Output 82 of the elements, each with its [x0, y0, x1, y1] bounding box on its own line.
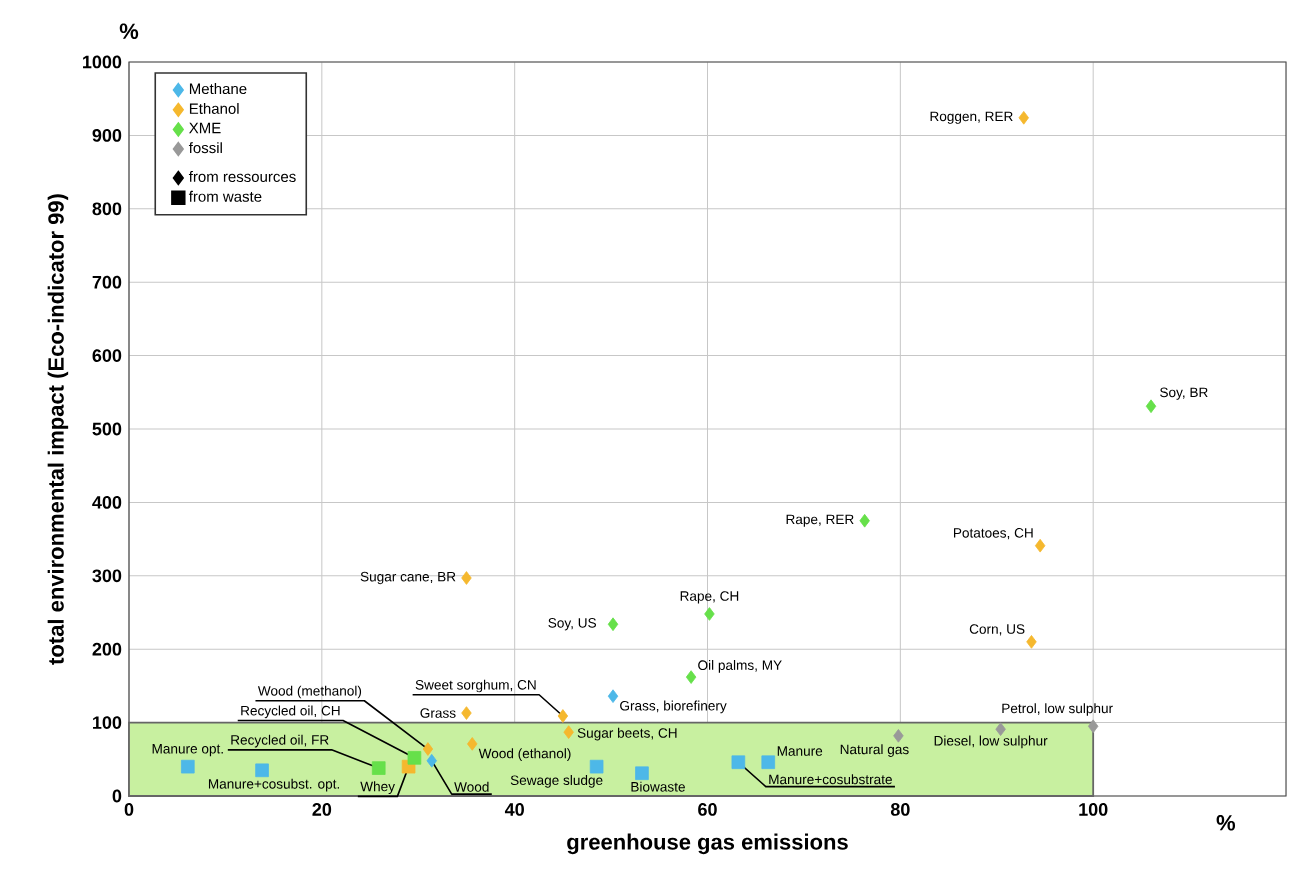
point [371, 761, 386, 775]
point [859, 513, 870, 528]
annotation: Manure opt. [152, 744, 223, 757]
annotation: Manure+cosubstrate [769, 774, 892, 785]
y-tick-label: 200 [92, 642, 122, 656]
point [685, 670, 697, 684]
x-axis-title: greenhouse gas emissions [567, 833, 848, 855]
y-tick-label: 0 [112, 789, 122, 803]
point [607, 617, 619, 632]
point [893, 729, 904, 743]
point [426, 753, 437, 768]
legend-label: from ressources [188, 171, 296, 183]
annotation: Grass [420, 708, 456, 718]
annotation: Sewage sludge [510, 775, 603, 788]
point [461, 706, 472, 720]
annotation: Diesel, low sulphur [934, 735, 1048, 749]
point [761, 755, 776, 770]
point [995, 722, 1006, 736]
x-tick-label: 40 [504, 803, 524, 816]
point [589, 759, 604, 774]
x-tick-label: 80 [890, 803, 910, 816]
annotation: Sweet sorghum, CN [415, 679, 536, 693]
x-tick-label: 0 [124, 803, 134, 816]
point [635, 766, 649, 781]
point [1026, 635, 1037, 649]
point [467, 737, 478, 751]
annotation: Rape, CH [680, 591, 739, 604]
point [1145, 399, 1157, 414]
x-tick-label: 60 [698, 803, 717, 816]
y-tick-label: 400 [92, 496, 122, 509]
annotation: Roggen, RER [930, 111, 1013, 124]
annotation: Manure+cosubst. opt. [208, 778, 340, 792]
y-tick-label: 300 [92, 569, 122, 583]
annotation: Petrol, low sulphur [1002, 703, 1113, 716]
annotation: Sugar cane, BR [360, 571, 456, 585]
y-tick-label: 700 [92, 275, 122, 289]
y-tick-label: 100 [93, 716, 122, 729]
y-tick-label: 600 [92, 349, 122, 362]
point [731, 755, 746, 770]
annotation: Wood (methanol) [257, 685, 362, 699]
legend-label: fossil [188, 142, 222, 154]
point [255, 763, 269, 778]
annotation: Natural gas [840, 744, 909, 757]
x-tick-label: 20 [312, 803, 332, 816]
annotation: Rape, RER [786, 514, 854, 527]
annotation: Sugar beets, CH [577, 727, 677, 741]
legend-label: Ethanol [189, 102, 239, 114]
annotation: Grass, biorefinery [620, 700, 727, 714]
point [1087, 719, 1099, 734]
y-axis-title: total environmental impact (Eco-indicator 99) [47, 194, 69, 665]
annotation: Wood (ethanol) [478, 748, 571, 761]
legend-label: Methane [189, 83, 247, 95]
point [181, 759, 195, 774]
point [557, 709, 569, 723]
point [1034, 538, 1046, 553]
y-tick-label: 900 [92, 129, 122, 142]
y-tick-label: 1000 [83, 55, 122, 69]
annotation: Biowaste [631, 781, 685, 792]
y-tick-label: 500 [92, 422, 122, 436]
point [407, 751, 422, 765]
text: % [1216, 815, 1236, 831]
annotation: Soy, US [548, 618, 597, 631]
point [704, 607, 715, 621]
point [461, 571, 472, 585]
annotation: Whey [360, 781, 395, 794]
point [563, 725, 574, 739]
legend-label: XME [189, 122, 221, 134]
point [422, 742, 434, 756]
annotation: Potatoes, CH [954, 528, 1033, 540]
annotation: Wood [454, 781, 489, 792]
annotation: Recycled oil, FR [231, 734, 329, 748]
annotation: Oil palms, MY [698, 660, 782, 673]
y-tick-label: 800 [92, 202, 122, 216]
legend-label: from waste [188, 190, 262, 202]
x-tick-label: 100 [1079, 803, 1108, 816]
annotation: Recycled oil, CH [241, 705, 340, 719]
annotation: Corn, US [969, 624, 1025, 636]
text: % [119, 23, 139, 39]
annotation: Soy, BR [1160, 387, 1208, 400]
point [607, 689, 619, 703]
point [1018, 110, 1029, 125]
annotation: Manure [777, 746, 823, 756]
